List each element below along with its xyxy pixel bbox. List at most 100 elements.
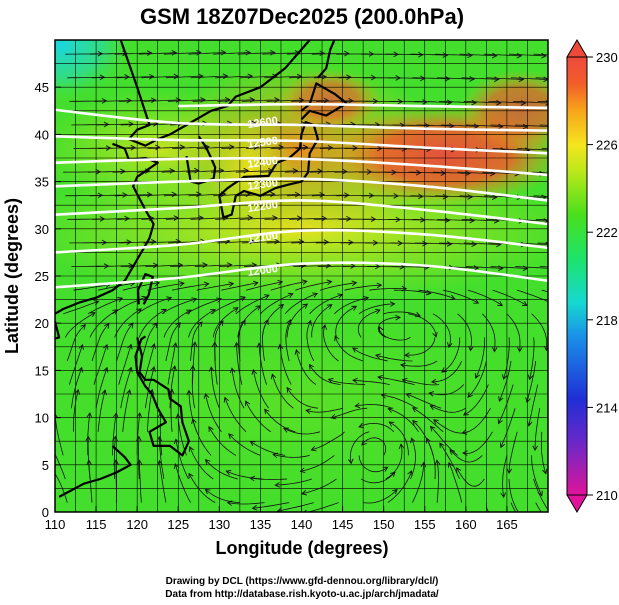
- streamline-arrow: [179, 144, 186, 150]
- streamline-arrow: [399, 362, 406, 369]
- streamline-arrow: [277, 343, 284, 350]
- chart-title: GSM 18Z07Dec2025 (200.0hPa): [140, 4, 464, 29]
- streamline: [120, 264, 158, 267]
- streamline-arrow: [270, 191, 276, 198]
- streamline-arrow: [148, 73, 155, 80]
- streamline: [98, 147, 136, 149]
- streamline-arrow: [128, 121, 134, 127]
- streamline-arrow: [128, 322, 134, 329]
- streamline-arrow: [173, 73, 180, 80]
- streamline-arrow: [298, 97, 305, 103]
- streamline: [416, 124, 454, 127]
- streamline: [393, 289, 431, 294]
- temperature-field-minimum: [55, 40, 130, 100]
- streamline-arrow: [326, 279, 333, 286]
- streamline: [492, 148, 530, 151]
- streamline-arrow: [468, 345, 474, 352]
- streamline-arrow: [229, 367, 236, 374]
- streamline: [414, 101, 452, 103]
- streamline: [378, 376, 415, 385]
- streamline: [120, 367, 132, 409]
- streamline: [138, 309, 167, 338]
- streamline: [457, 171, 495, 175]
- streamline-arrow: [439, 442, 445, 449]
- streamline-arrow: [348, 98, 354, 104]
- streamline: [475, 337, 486, 379]
- streamline: [112, 296, 147, 315]
- streamline: [266, 241, 304, 244]
- streamline: [264, 76, 302, 79]
- streamline-arrow: [103, 343, 109, 350]
- streamline-arrow: [175, 238, 182, 245]
- streamline-arrow: [489, 170, 496, 177]
- streamline: [270, 280, 307, 291]
- streamline: [262, 194, 300, 197]
- streamline: [283, 427, 321, 435]
- streamline: [388, 408, 419, 433]
- streamline-arrow: [179, 281, 185, 287]
- streamline: [323, 324, 339, 362]
- streamline-arrow: [146, 191, 153, 198]
- streamline: [335, 305, 357, 338]
- streamline-arrow: [278, 303, 285, 310]
- streamline: [309, 364, 341, 385]
- streamline-arrow: [173, 438, 180, 445]
- streamline-arrow: [467, 194, 473, 200]
- streamline: [389, 242, 427, 245]
- streamline-arrow: [323, 239, 330, 245]
- streamline: [363, 489, 398, 504]
- streamline: [139, 193, 177, 197]
- coastline: [58, 445, 132, 498]
- streamline: [410, 438, 416, 480]
- streamline-arrow: [117, 297, 124, 303]
- streamline-arrow: [395, 314, 401, 321]
- streamline: [188, 473, 216, 503]
- streamline-arrow: [541, 52, 547, 59]
- streamline: [277, 502, 314, 512]
- streamline-arrow: [542, 468, 548, 475]
- colorbar-tick-label: 218: [596, 313, 618, 328]
- streamline: [143, 241, 181, 244]
- colorbar-max-arrow: [566, 39, 588, 58]
- streamline: [91, 76, 129, 79]
- colorbar-tick-label: 226: [596, 138, 618, 153]
- streamline-arrow: [169, 168, 176, 174]
- streamline: [217, 99, 255, 102]
- streamline: [377, 317, 400, 338]
- streamline: [535, 502, 542, 512]
- streamline: [533, 195, 548, 197]
- coastline: [134, 335, 190, 457]
- streamline: [467, 360, 487, 398]
- streamline: [194, 264, 232, 267]
- streamline-arrow: [296, 215, 303, 221]
- contour-label: 12500: [247, 135, 279, 151]
- streamline-arrow: [203, 281, 210, 288]
- streamline: [217, 240, 255, 244]
- streamline-arrow: [272, 452, 279, 459]
- streamline-arrow: [112, 412, 119, 418]
- streamline: [319, 282, 357, 291]
- streamline-arrow: [103, 366, 109, 373]
- streamline-arrow: [398, 443, 405, 449]
- colorbar-tick-label: 230: [596, 50, 618, 65]
- streamline-arrow: [448, 123, 455, 129]
- streamline: [508, 478, 519, 512]
- y-tick-label: 40: [35, 127, 49, 142]
- streamline: [238, 320, 246, 362]
- contour-label: 12300: [247, 177, 279, 193]
- streamline: [245, 401, 271, 433]
- streamline-arrow: [263, 294, 270, 300]
- streamline-arrow: [74, 388, 81, 395]
- streamline: [534, 408, 541, 451]
- streamline-arrow: [352, 347, 358, 353]
- coastline: [55, 321, 61, 340]
- streamline-arrow: [150, 97, 157, 104]
- streamline-arrow: [225, 470, 232, 476]
- streamline: [531, 455, 543, 496]
- streamline-arrow: [228, 281, 235, 288]
- temperature-field-maximum-east: [460, 70, 548, 150]
- streamline-arrow: [327, 378, 334, 384]
- streamline-arrow: [200, 97, 206, 103]
- temperature-field-lime: [55, 280, 548, 512]
- streamline-arrow: [272, 215, 278, 221]
